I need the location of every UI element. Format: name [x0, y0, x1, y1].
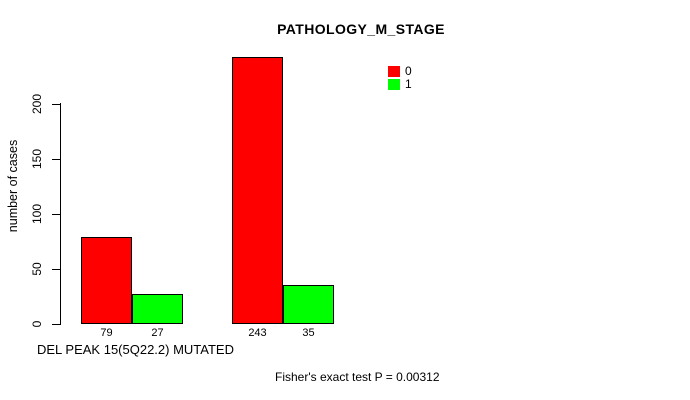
y-axis-label: number of cases [6, 139, 20, 233]
y-tick-label: 150 [30, 148, 44, 170]
bar-series-0 [81, 237, 132, 324]
y-tick-mark [52, 104, 60, 105]
bar-series-1 [283, 285, 334, 324]
y-tick-mark [52, 159, 60, 160]
legend-color-swatch [388, 66, 400, 77]
bar-series-1 [132, 294, 183, 324]
legend-item: 0 [388, 64, 412, 78]
legend-label: 1 [405, 77, 412, 91]
bar-value-label: 35 [302, 327, 315, 339]
legend-color-swatch [388, 79, 400, 90]
y-tick-label: 50 [30, 262, 44, 276]
y-tick-mark [52, 269, 60, 270]
bar-value-label: 79 [100, 327, 113, 339]
y-tick-mark [52, 324, 60, 325]
y-tick-label: 200 [30, 93, 44, 115]
y-tick-mark [52, 214, 60, 215]
x-axis-label: DEL PEAK 15(5Q22.2) MUTATED [37, 342, 234, 357]
bar-value-label: 243 [248, 327, 267, 339]
y-tick-label: 0 [30, 320, 44, 328]
legend-item: 1 [388, 77, 412, 91]
y-axis-line [60, 103, 61, 325]
chart-title: PATHOLOGY_M_STAGE [277, 21, 445, 37]
legend-label: 0 [405, 64, 412, 78]
bar-value-label: 27 [151, 327, 164, 339]
fisher-test-annotation: Fisher's exact test P = 0.00312 [275, 370, 440, 384]
bar-series-0 [232, 57, 283, 324]
y-tick-label: 100 [30, 203, 44, 225]
